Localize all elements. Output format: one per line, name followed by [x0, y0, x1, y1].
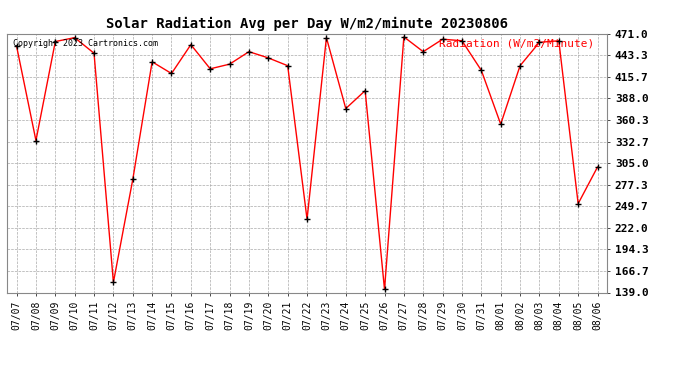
Title: Solar Radiation Avg per Day W/m2/minute 20230806: Solar Radiation Avg per Day W/m2/minute …	[106, 17, 508, 31]
Text: Copyright 2023 Cartronics.com: Copyright 2023 Cartronics.com	[13, 39, 158, 48]
Text: Radiation (W/m2/Minute): Radiation (W/m2/Minute)	[439, 39, 594, 49]
